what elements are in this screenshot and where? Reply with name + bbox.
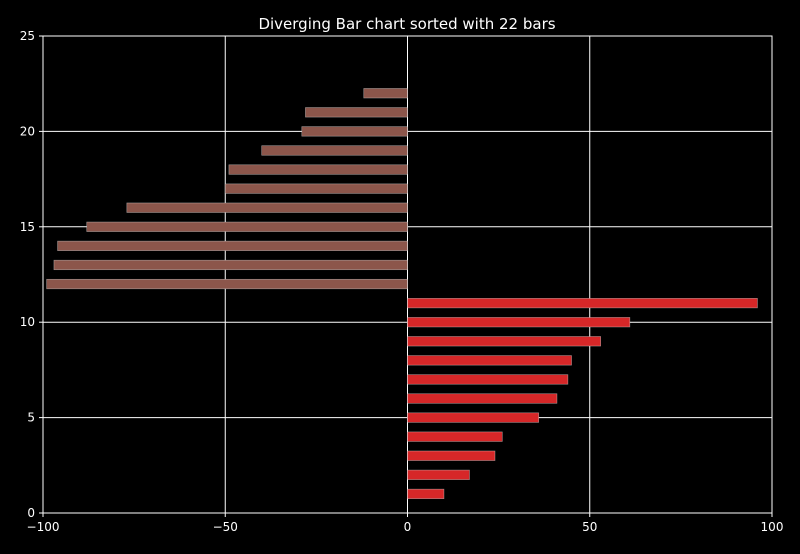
bars [46,88,758,499]
negative-bar [86,221,408,232]
x-tick-label: −100 [27,520,60,534]
positive-bar [407,450,496,461]
negative-bar [261,145,408,156]
y-tick-label: 25 [20,29,35,43]
positive-bar [407,298,758,309]
positive-bar [407,336,601,347]
axis-ticks: −100 −50 0 50 100 0 5 10 15 20 25 [20,29,784,534]
x-tick-label: 0 [404,520,412,534]
positive-bar [407,374,569,385]
chart-title: Diverging Bar chart sorted with 22 bars [258,15,555,33]
y-tick-label: 5 [27,411,35,425]
positive-bar [407,393,558,404]
y-tick-label: 15 [20,220,35,234]
negative-bar [46,278,408,290]
y-tick-label: 0 [27,506,35,520]
positive-bar [407,488,445,499]
x-tick-label: 100 [761,520,784,534]
positive-bar [407,412,540,423]
negative-bar [228,164,408,175]
x-tick-label: 50 [582,520,597,534]
positive-bar [407,431,503,442]
y-tick-label: 10 [20,315,35,329]
negative-bar [301,126,408,137]
positive-bar [407,469,470,480]
x-tick-label: −50 [213,520,238,534]
negative-bar [305,107,408,118]
negative-bar [363,88,408,99]
negative-bar [53,259,408,271]
negative-bar [126,202,408,213]
positive-bar [407,317,631,328]
negative-bar [57,240,408,251]
y-tick-label: 20 [20,124,35,138]
negative-bar [224,183,408,194]
positive-bar [407,355,572,366]
